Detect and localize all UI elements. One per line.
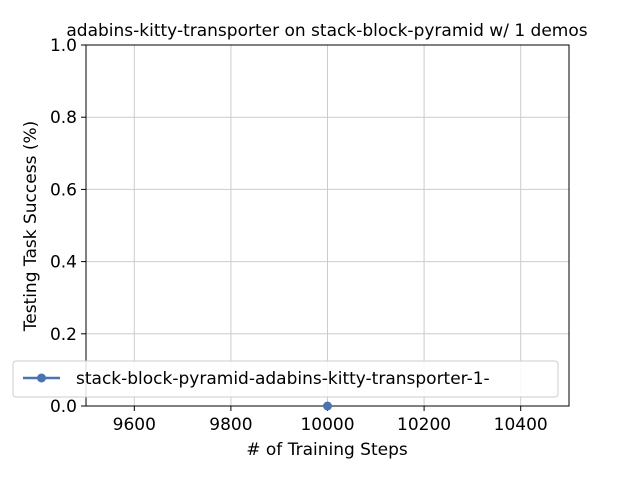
data-series — [323, 401, 332, 411]
data-point — [323, 401, 332, 411]
grid-lines — [86, 44, 569, 407]
y-tick-label: 0.6 — [50, 180, 77, 200]
x-tick-label: 9600 — [113, 415, 156, 435]
y-tick-label: 0.2 — [50, 325, 77, 345]
x-tick-label: 9800 — [209, 415, 252, 435]
y-tick-label: 1.0 — [50, 36, 77, 56]
legend-box — [12, 360, 559, 398]
chart-title: adabins-kitty-transporter on stack-block… — [66, 21, 587, 41]
legend-entry-label: stack-block-pyramid-adabins-kitty-transp… — [76, 369, 490, 389]
legend: stack-block-pyramid-adabins-kitty-transp… — [12, 360, 559, 398]
x-tick-label: 10200 — [397, 415, 451, 435]
x-tick-label: 10400 — [494, 415, 548, 435]
x-tick-label: 10000 — [300, 415, 354, 435]
y-tick-label: 0.4 — [50, 253, 77, 273]
x-axis-label: # of Training Steps — [246, 440, 408, 460]
y-tick-label: 0.8 — [50, 108, 77, 128]
y-axis-label: Testing Task Success (%) — [21, 121, 41, 333]
y-tick-label: 0.0 — [50, 397, 77, 417]
legend-point-marker — [37, 373, 46, 383]
x-axis-ticks: 9600 9800 10000 10200 10400 — [113, 406, 548, 435]
y-axis-ticks: 0.0 0.2 0.4 0.6 0.8 1.0 — [50, 36, 86, 417]
